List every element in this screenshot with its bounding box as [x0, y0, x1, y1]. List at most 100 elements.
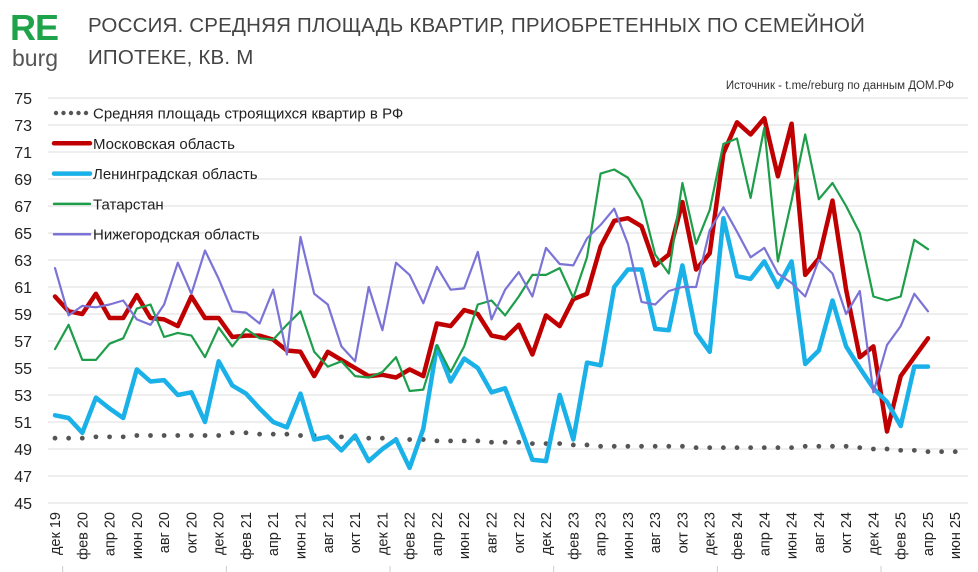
rf-average-point — [339, 434, 344, 440]
rf-average-point — [79, 435, 85, 441]
y-tick-label: 75 — [14, 91, 32, 108]
legend-label: Московская область — [93, 136, 235, 153]
rf-average-point — [843, 443, 849, 449]
y-tick-label: 55 — [14, 361, 32, 378]
x-tick-label: фев 20 — [75, 512, 91, 560]
rf-average-point — [789, 445, 794, 451]
x-tick-label: июн 24 — [785, 512, 801, 559]
rf-average-point — [570, 442, 576, 448]
x-tick-label: апр 23 — [594, 512, 610, 556]
rf-average-point — [952, 449, 958, 455]
x-tick-label: дек 19 — [48, 512, 64, 555]
rf-average-point — [584, 442, 590, 448]
rf-average-point — [816, 443, 822, 449]
x-tick-label: окт 24 — [839, 512, 855, 553]
rf-average-point — [625, 443, 631, 449]
rf-average-point — [693, 445, 699, 451]
x-tick-label: фев 25 — [894, 512, 910, 560]
x-tick-label: фев 21 — [239, 512, 255, 560]
y-tick-label: 69 — [14, 172, 32, 189]
rf-average-point — [202, 433, 208, 438]
rf-average-point — [120, 434, 126, 440]
series-line-2 — [52, 215, 931, 471]
x-tick-label: окт 23 — [675, 512, 691, 553]
x-tick-label: фев 22 — [403, 512, 419, 560]
rf-average-point — [489, 439, 494, 445]
x-tick-label: дек 21 — [375, 512, 391, 555]
rf-average-point — [720, 445, 726, 451]
x-tick-label: июн 23 — [621, 512, 637, 559]
x-tick-label: апр 24 — [757, 512, 773, 556]
y-tick-label: 45 — [14, 496, 32, 513]
x-tick-label: фев 24 — [730, 512, 746, 560]
x-tick-label: апр 21 — [266, 512, 282, 556]
x-tick-label: июн 25 — [948, 512, 964, 559]
rf-average-point — [448, 438, 453, 444]
rf-average-point — [229, 430, 235, 436]
rf-average-point — [434, 438, 440, 444]
rf-average-point — [175, 433, 181, 438]
x-tick-label: апр 20 — [103, 512, 119, 556]
x-tick-label: июн 21 — [294, 512, 310, 559]
rf-average-point — [93, 434, 99, 440]
rf-average-point — [884, 446, 890, 452]
legend-label: Ленинградская область — [93, 166, 258, 183]
x-tick-label: окт 20 — [184, 512, 200, 553]
x-tick-label: авг 22 — [484, 512, 500, 553]
x-tick-label: авг 24 — [812, 512, 828, 553]
rf-average-point — [734, 445, 740, 451]
x-tick-label: авг 21 — [321, 512, 337, 553]
rf-average-point — [475, 438, 481, 444]
legend-label: Средняя площадь строящихся квартир в РФ — [93, 106, 403, 123]
rf-average-point — [270, 431, 276, 437]
y-tick-label: 51 — [14, 415, 32, 432]
rf-average-point — [257, 431, 262, 437]
x-tick-label: дек 20 — [212, 512, 228, 555]
rf-average-point — [680, 443, 685, 449]
source-note: Источник - t.me/reburg по данным ДОМ.РФ — [725, 80, 954, 92]
x-tick-label: июн 22 — [457, 512, 473, 559]
x-axis: дек 19 фев 20 апр 20 июн 20 авг 20 окт 20 дек … — [48, 512, 964, 572]
legend-swatch-dot — [61, 110, 66, 116]
rf-average-point — [366, 435, 372, 441]
rf-average-point — [148, 433, 153, 438]
rf-average-point — [243, 430, 249, 436]
rf-average-point — [802, 443, 808, 449]
x-tick-label: дек 23 — [703, 512, 719, 555]
x-tick-label: фев 23 — [566, 512, 582, 560]
rf-average-point — [639, 443, 644, 449]
y-tick-label: 67 — [14, 199, 32, 216]
rf-average-point — [666, 443, 672, 449]
y-axis: 45 47 49 51 53 55 57 59 61 63 65 67 69 71 73 75 — [14, 91, 32, 513]
y-tick-label: 47 — [14, 469, 32, 486]
y-tick-label: 71 — [14, 145, 32, 162]
rf-average-point — [107, 434, 112, 440]
rf-average-point — [761, 445, 767, 451]
y-tick-label: 63 — [14, 253, 32, 270]
y-tick-label: 73 — [14, 118, 32, 135]
rf-average-point — [775, 445, 781, 451]
legend-label: Нижегородская область — [93, 227, 260, 244]
rf-average-point — [652, 443, 658, 449]
rf-average-point — [189, 433, 194, 438]
rf-average-point — [898, 447, 904, 453]
y-tick-label: 49 — [14, 442, 32, 459]
rf-average-point — [502, 439, 508, 445]
legend-swatch-dot — [53, 110, 59, 116]
legend-swatch-dot — [83, 110, 89, 116]
x-tick-label: апр 25 — [921, 512, 937, 556]
rf-average-point — [939, 449, 944, 455]
rf-average-point — [407, 437, 413, 442]
rf-average-point — [557, 441, 563, 446]
rf-average-point — [379, 435, 385, 441]
rf-average-point — [66, 435, 72, 441]
rf-average-point — [52, 435, 58, 441]
rf-average-point — [857, 445, 863, 451]
series-line-3 — [53, 126, 930, 393]
rf-average-point — [598, 443, 603, 449]
x-tick-label: дек 24 — [866, 512, 882, 555]
rf-average-point — [161, 433, 167, 438]
rf-average-point — [298, 433, 303, 438]
x-tick-label: июн 20 — [130, 512, 146, 559]
